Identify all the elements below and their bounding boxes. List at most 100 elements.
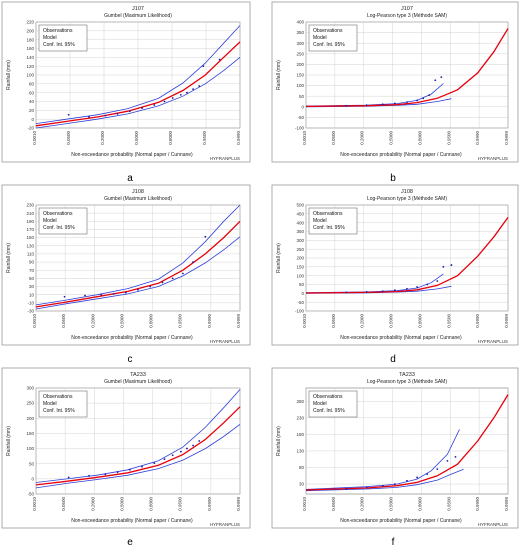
- observation-point: [181, 272, 184, 275]
- observation-point: [446, 459, 449, 462]
- legend-entry-conf-int: Conf. Int. 95%: [43, 408, 75, 414]
- y-tick-label: 40: [29, 99, 35, 104]
- y-tick-label: 230: [296, 415, 304, 420]
- x-tick-label: 0.5000: [119, 314, 124, 328]
- x-tick-label: 0.9500: [446, 314, 451, 328]
- x-tick-label: 0.9999: [504, 314, 509, 328]
- y-tick-label: 500: [296, 203, 304, 208]
- model-line: [305, 217, 509, 294]
- panel-letter-e: e: [127, 537, 133, 548]
- x-tick-label: 0.9999: [236, 497, 241, 511]
- y-tick-label: 90: [29, 260, 35, 265]
- y-tick-label: -50: [297, 300, 304, 305]
- legend-entry-conf-int: Conf. Int. 95%: [313, 225, 345, 231]
- observation-point: [436, 280, 439, 282]
- observation-point: [104, 114, 107, 117]
- y-tick-label: 50: [29, 461, 35, 466]
- panel-letter-d: d: [390, 354, 396, 365]
- x-tick-label: 0.9999: [504, 497, 509, 511]
- observation-point: [149, 285, 152, 288]
- y-axis-label: Rainfall (mm): [276, 426, 282, 456]
- observation-point: [179, 450, 182, 453]
- observation-point: [171, 97, 174, 99]
- conf-lower-line: [305, 468, 464, 492]
- watermark: HYFRANPLUS: [210, 522, 240, 527]
- observation-point: [124, 291, 127, 294]
- observation-point: [204, 235, 207, 238]
- legend-entry-conf-int: Conf. Int. 95%: [313, 42, 345, 48]
- model-line: [35, 41, 241, 127]
- x-tick-label: 0.0010: [32, 314, 37, 328]
- x-tick-label: 0.8000: [417, 497, 422, 511]
- y-tick-label: 140: [26, 55, 34, 60]
- panel-letter-f: f: [392, 537, 395, 548]
- x-tick-label: 0.9500: [178, 314, 183, 328]
- observation-point: [381, 103, 384, 106]
- y-tick-label: 130: [26, 243, 34, 248]
- observation-point: [393, 102, 396, 105]
- y-tick-label: 60: [29, 90, 35, 95]
- x-tick-label: 0.9990: [475, 131, 480, 145]
- y-tick-label: 150: [296, 264, 304, 269]
- x-tick-label: 0.9990: [475, 314, 480, 328]
- panel-letter-a: a: [127, 173, 133, 184]
- y-tick-label: 30: [29, 284, 35, 289]
- y-tick-label: 190: [26, 219, 34, 224]
- y-tick-label: 150: [296, 73, 304, 78]
- x-tick-label: 0.0500: [331, 131, 336, 145]
- legend-entry-observations: Observations: [313, 394, 343, 400]
- chart-subtitle: Gumbel (Maximum Likelihood): [104, 196, 172, 202]
- y-tick-label: 250: [296, 51, 304, 56]
- x-tick-label: 0.8000: [417, 314, 422, 328]
- conf-upper-line: [35, 25, 241, 124]
- x-tick-label: 0.0500: [66, 131, 71, 145]
- conf-lower-line: [35, 236, 241, 310]
- x-tick-label: 0.9990: [207, 497, 212, 511]
- legend-box: [308, 390, 358, 418]
- observation-point: [192, 88, 194, 91]
- y-tick-label: 200: [296, 256, 304, 261]
- observation-point: [426, 283, 429, 286]
- watermark: HYFRANPLUS: [478, 339, 508, 344]
- legend-box: [38, 24, 88, 52]
- panel-letter-c: c: [128, 354, 133, 365]
- y-tick-label: 110: [27, 252, 35, 257]
- y-tick-label: 120: [26, 64, 34, 69]
- legend-box: [308, 24, 358, 52]
- observation-point: [440, 76, 443, 79]
- observation-point: [141, 107, 143, 110]
- y-tick-label: 10: [29, 292, 35, 297]
- x-tick-label: 0.9999: [236, 314, 241, 328]
- conf-lower-line: [35, 423, 241, 489]
- observation-point: [426, 473, 429, 476]
- observation-point: [416, 476, 418, 479]
- chart-subtitle: Log-Pearson type 3 (Méthode SAM): [367, 13, 447, 19]
- x-tick-label: 0.8000: [168, 131, 173, 145]
- y-tick-label: 80: [29, 81, 35, 86]
- observation-point: [153, 462, 156, 465]
- x-tick-label: 0.0500: [331, 314, 336, 328]
- observation-point: [454, 456, 457, 458]
- y-tick-label: 300: [296, 238, 304, 243]
- model-line: [35, 406, 241, 486]
- y-tick-label: 100: [296, 83, 304, 88]
- observation-point: [345, 488, 348, 490]
- legend-entry-model: Model: [313, 35, 327, 41]
- x-tick-label: 0.5000: [134, 131, 139, 145]
- y-tick-label: 30: [299, 482, 305, 487]
- observation-point: [365, 291, 368, 293]
- observation-point: [381, 290, 384, 293]
- legend-box: [38, 390, 88, 418]
- y-tick-label: 50: [29, 276, 35, 281]
- x-axis-label: Non-exceedance probability (Normal paper…: [340, 152, 462, 158]
- observation-point: [88, 474, 90, 477]
- legend-entry-model: Model: [43, 401, 57, 407]
- y-tick-label: 350: [296, 229, 304, 234]
- y-tick-label: 220: [26, 20, 34, 25]
